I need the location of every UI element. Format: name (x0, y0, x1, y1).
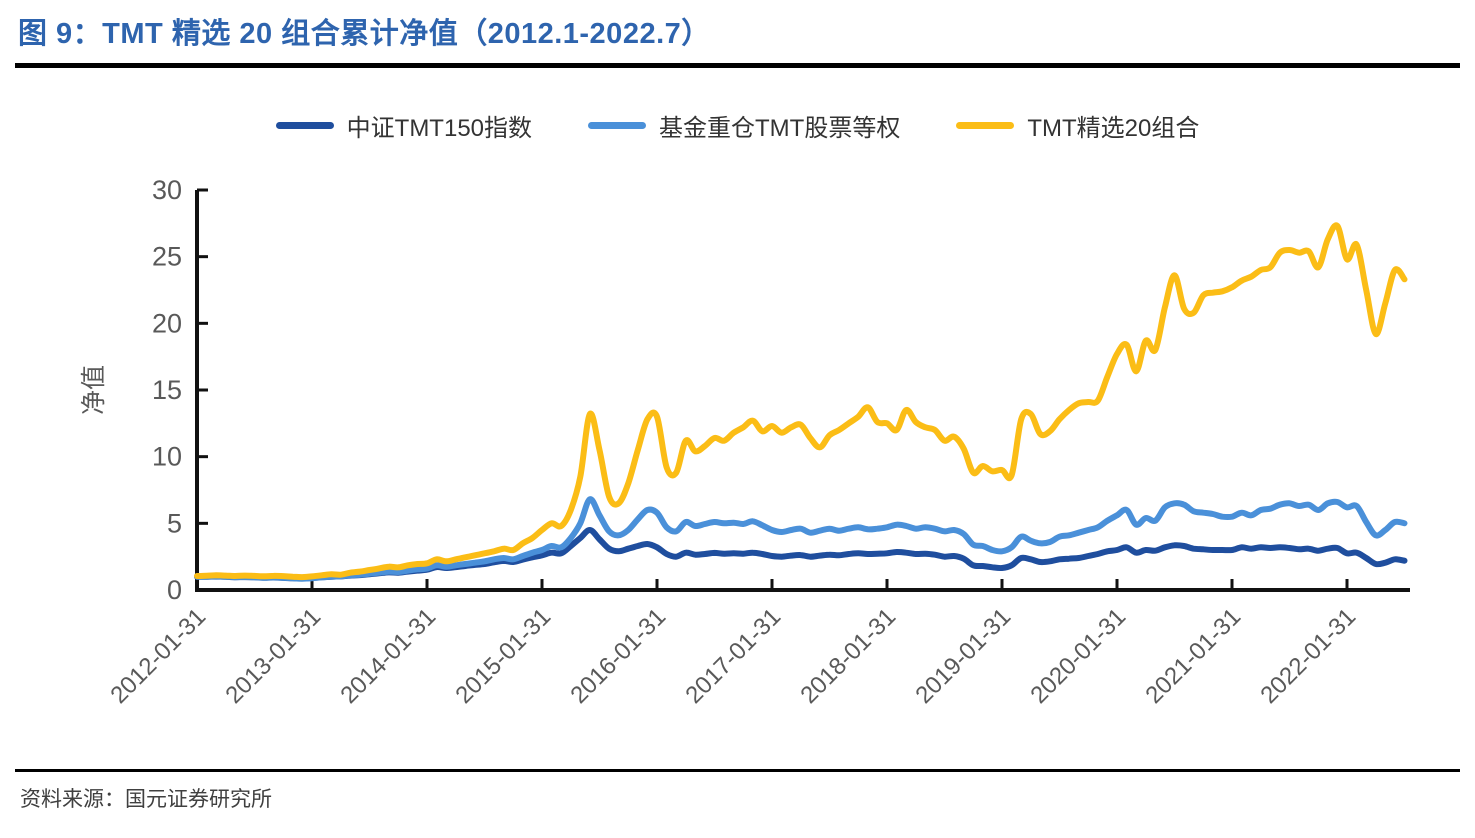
legend-item-fund-heavy-tmt: 基金重仓TMT股票等权 (588, 108, 900, 143)
axis-spines (195, 190, 1410, 592)
legend-label: 中证TMT150指数 (346, 115, 533, 142)
x-axis-tick-label: 2021-01-31 (1140, 603, 1246, 709)
x-axis-tick-label: 2014-01-31 (335, 603, 441, 709)
series-line-1 (194, 496, 1408, 582)
y-axis-title: 净值 (80, 365, 108, 415)
y-axis-tick-label: 5 (167, 508, 182, 538)
y-axis-tick-label: 15 (152, 375, 182, 405)
y-axis-tick-label: 0 (167, 575, 182, 605)
x-axis-tick-label: 2018-01-31 (795, 603, 901, 709)
legend-item-tmt-select-20: TMT精选20组合 (956, 108, 1199, 143)
x-axis-tick-label: 2019-01-31 (910, 603, 1016, 709)
title-rule (15, 63, 1460, 68)
legend-swatch-light-blue (588, 122, 647, 129)
line-chart-canvas: 0 5 10 15 20 25 30 2012-01-31 2013-01-31 2014-01-… (80, 175, 1410, 709)
legend-label: TMT精选20组合 (1027, 115, 1200, 142)
chart-legend: 中证TMT150指数 基金重仓TMT股票等权 TMT精选20组合 (0, 108, 1475, 143)
legend-label: 基金重仓TMT股票等权 (659, 115, 901, 142)
x-axis-tick-label: 2013-01-31 (220, 603, 326, 709)
x-axis-tick-label: 2022-01-31 (1255, 603, 1361, 709)
legend-item-tmt150-index: 中证TMT150指数 (275, 108, 533, 143)
x-axis-tick-label: 2016-01-31 (565, 603, 671, 709)
figure-title: 图 9：TMT 精选 20 组合累计净值（2012.1-2022.7） (18, 18, 711, 50)
y-axis-tick-label: 10 (152, 442, 182, 472)
bottom-rule (15, 769, 1460, 772)
x-axis-tick-label: 2012-01-31 (105, 603, 211, 709)
y-axis-tick-label: 25 (152, 242, 182, 272)
legend-swatch-yellow (956, 122, 1015, 129)
x-axis-tick-label: 2015-01-31 (450, 603, 556, 709)
x-axis-tick-label: 2017-01-31 (680, 603, 786, 709)
x-axis-tick-label: 2020-01-31 (1025, 603, 1131, 709)
source-note: 资料来源：国元证券研究所 (20, 787, 272, 811)
y-axis-tick-label: 20 (152, 308, 182, 338)
legend-swatch-dark-blue (275, 122, 334, 129)
y-axis-tick-label: 30 (152, 175, 182, 205)
series-line-2 (194, 222, 1408, 581)
